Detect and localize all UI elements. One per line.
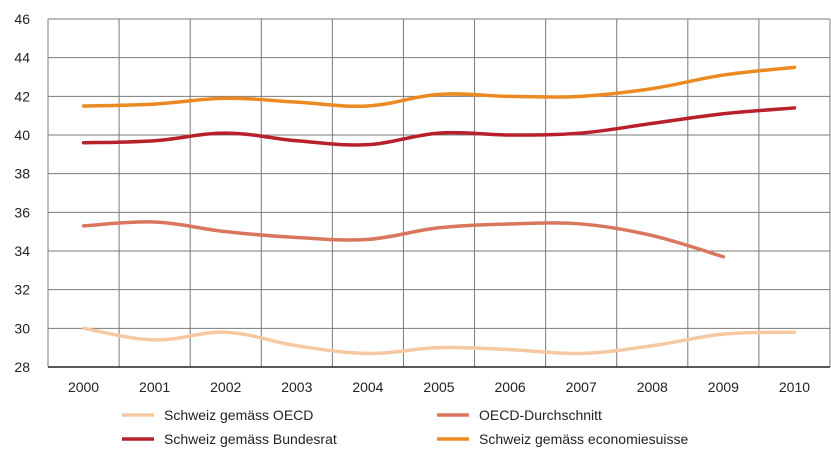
x-tick-label: 2010	[779, 379, 810, 395]
x-tick-label: 2003	[281, 379, 312, 395]
x-axis-tick-labels: 2000 2001 2002 2003 2004 2005 2006 2007 2008 2009…	[68, 379, 810, 395]
y-tick-label: 28	[14, 359, 30, 375]
series-lines	[81, 65, 797, 356]
x-tick-label: 2002	[210, 379, 241, 395]
legend-item: Schweiz gemäss Bundesrat	[122, 431, 337, 447]
y-tick-label: 40	[14, 127, 30, 143]
y-tick-label: 44	[14, 50, 30, 66]
series-line-oecd-durchschnitt	[81, 220, 726, 259]
series-line-schweiz-gemäss-bundesrat	[81, 106, 797, 147]
y-tick-label: 46	[14, 11, 30, 27]
legend: Schweiz gemäss OECD OECD-Durchschnitt Schw…	[122, 407, 689, 447]
y-tick-label: 30	[14, 320, 30, 336]
y-axis-tick-labels: 28 30 32 34 36 38 40 42 44 46	[14, 11, 30, 375]
x-tick-label: 2005	[423, 379, 454, 395]
y-tick-label: 42	[14, 88, 30, 104]
series-line-schweiz-gemäss-oecd	[81, 326, 797, 356]
series-line-schweiz-gemäss-economiesuisse	[81, 65, 797, 109]
y-tick-label: 38	[14, 166, 30, 182]
legend-item: Schweiz gemäss economiesuisse	[437, 431, 689, 447]
legend-item: Schweiz gemäss OECD	[122, 407, 313, 423]
x-tick-label: 2001	[139, 379, 170, 395]
x-tick-label: 2000	[68, 379, 99, 395]
y-tick-label: 36	[14, 204, 30, 220]
legend-label: Schweiz gemäss OECD	[164, 407, 313, 423]
legend-label: OECD-Durchschnitt	[479, 407, 602, 423]
legend-item: OECD-Durchschnitt	[437, 407, 602, 423]
y-tick-label: 32	[14, 282, 30, 298]
y-tick-label: 34	[14, 243, 30, 259]
grid-lines	[47, 18, 831, 367]
legend-label: Schweiz gemäss Bundesrat	[164, 431, 337, 447]
x-tick-label: 2006	[495, 379, 526, 395]
x-tick-label: 2004	[352, 379, 383, 395]
legend-label: Schweiz gemäss economiesuisse	[479, 431, 689, 447]
x-tick-label: 2008	[637, 379, 668, 395]
x-tick-label: 2007	[566, 379, 597, 395]
x-tick-label: 2009	[708, 379, 739, 395]
